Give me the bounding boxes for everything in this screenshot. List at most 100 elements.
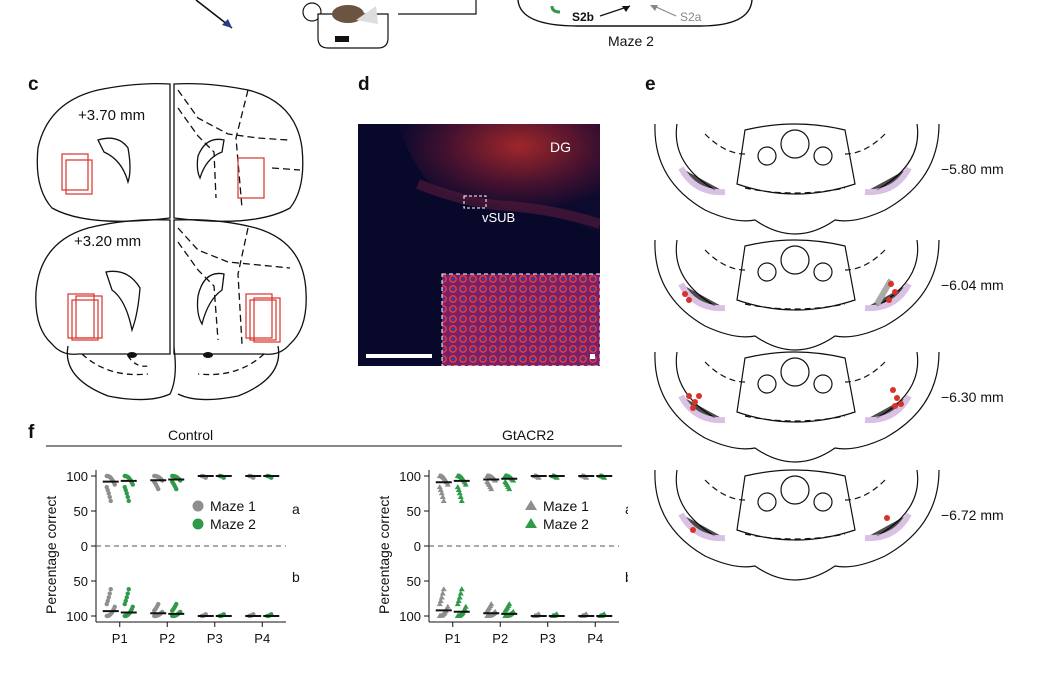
inset-frame [441, 273, 600, 366]
inset-scale-bar [590, 354, 595, 359]
top-strip: S2b S2a Maze 2 [195, 0, 753, 49]
section-1-region-line-2 [177, 107, 217, 199]
placement-dot [898, 401, 904, 407]
y-tick-label: 0 [414, 539, 421, 554]
section-1-right [173, 82, 304, 222]
section-dashed-line [844, 479, 886, 501]
section-2-region-line [177, 227, 291, 269]
legend-label: Maze 2 [210, 516, 256, 532]
x-tick-label: P3 [540, 631, 556, 646]
scale-bar [366, 354, 432, 358]
olfactory-dot-left [127, 352, 137, 358]
section-2-ventricle-left [105, 270, 141, 333]
panel-f-charts: Control GtACR2 Percentage correct 100 50 0 5… [43, 427, 628, 646]
y-tick-label: 100 [399, 609, 421, 624]
section-2-region-line-2 [177, 241, 219, 341]
data-point [107, 494, 112, 500]
data-point [455, 597, 462, 603]
s2b-label: S2b [572, 10, 594, 24]
placement-dot [686, 297, 692, 303]
data-point [112, 482, 117, 487]
light-source-icon [302, 2, 322, 22]
section-2-region-line-3 [237, 227, 249, 345]
legend-label: Maze 1 [543, 498, 589, 514]
arrow-head-icon [222, 19, 232, 28]
section-midbrain [736, 351, 856, 423]
section-2-right [173, 219, 307, 355]
placement-dot [892, 289, 898, 295]
section-outline [654, 351, 940, 463]
panel-c-atlas: +3.70 mm +3.20 mm [35, 82, 307, 401]
implant-box [245, 293, 273, 339]
section-1-region-line-4 [271, 167, 301, 171]
data-point [437, 487, 444, 493]
s2b-arrow-head-icon [622, 6, 630, 12]
placement-dot [886, 297, 892, 303]
data-point [125, 591, 130, 596]
maze-label: Maze 2 [608, 33, 654, 49]
placement-dot [692, 399, 698, 405]
data-point [440, 497, 447, 503]
olfactory-line-3 [127, 355, 149, 367]
implant-box [75, 295, 103, 339]
implant-box [71, 299, 99, 341]
level-label: −6.30 mm [941, 389, 1004, 405]
data-point [440, 586, 447, 592]
section-1-region-line-3 [235, 89, 249, 209]
s2a-arrow [653, 5, 677, 17]
data-point [462, 603, 469, 609]
y-axis-label: Percentage correct [43, 496, 59, 614]
implant-outlines [61, 153, 281, 343]
data-point [535, 474, 542, 480]
section-midbrain [736, 469, 856, 541]
section-dashed-line [844, 133, 886, 155]
data-point [457, 493, 464, 499]
data-point [583, 474, 590, 480]
legend-label: Maze 1 [210, 498, 256, 514]
s2a-arrow-head-icon [650, 5, 658, 11]
section-vsub-shading [864, 512, 912, 542]
data-point [455, 487, 462, 493]
zoom-region-box [463, 195, 487, 209]
data-point [108, 498, 113, 504]
section-midbrain [736, 239, 856, 311]
data-point [458, 497, 465, 503]
x-tick-label: P2 [492, 631, 508, 646]
section-vsub-shading [678, 282, 726, 312]
data-point [126, 498, 131, 504]
histology-band [416, 179, 600, 229]
data-point [437, 597, 444, 603]
section-1-region-line [177, 89, 289, 141]
section-outline [654, 123, 940, 235]
olfactory-right [177, 345, 280, 401]
data-point [456, 594, 463, 600]
data-point [601, 474, 608, 480]
placement-dot [888, 281, 894, 287]
coord-top-label: +3.70 mm [78, 107, 145, 124]
stat-label-bottom: b [292, 569, 300, 585]
section-2-ventricle-right [196, 272, 225, 326]
section-dashed-line [704, 361, 746, 383]
section-nucleus [780, 129, 810, 159]
x-tick-label: P2 [159, 631, 175, 646]
data-point [130, 604, 135, 610]
data-point [108, 587, 113, 592]
data-point [124, 491, 129, 496]
inset-image [442, 274, 600, 366]
implant-box [61, 153, 89, 191]
x-tick-label: P1 [445, 631, 461, 646]
maze-green-arc [550, 5, 561, 14]
olfactory-line-2 [197, 353, 265, 376]
y-tick-label: 50 [74, 504, 88, 519]
legend-marker-icon [525, 500, 537, 510]
data-point [436, 601, 443, 607]
placement-dot [682, 291, 688, 297]
data-point [123, 598, 128, 604]
section-dashed-line [704, 479, 746, 501]
section-dashed-line [704, 249, 746, 271]
stat-label-bottom: b [625, 569, 628, 585]
data-point [436, 484, 443, 490]
section-nucleus [757, 492, 777, 512]
section-nucleus [780, 245, 810, 275]
data-point [112, 604, 117, 610]
